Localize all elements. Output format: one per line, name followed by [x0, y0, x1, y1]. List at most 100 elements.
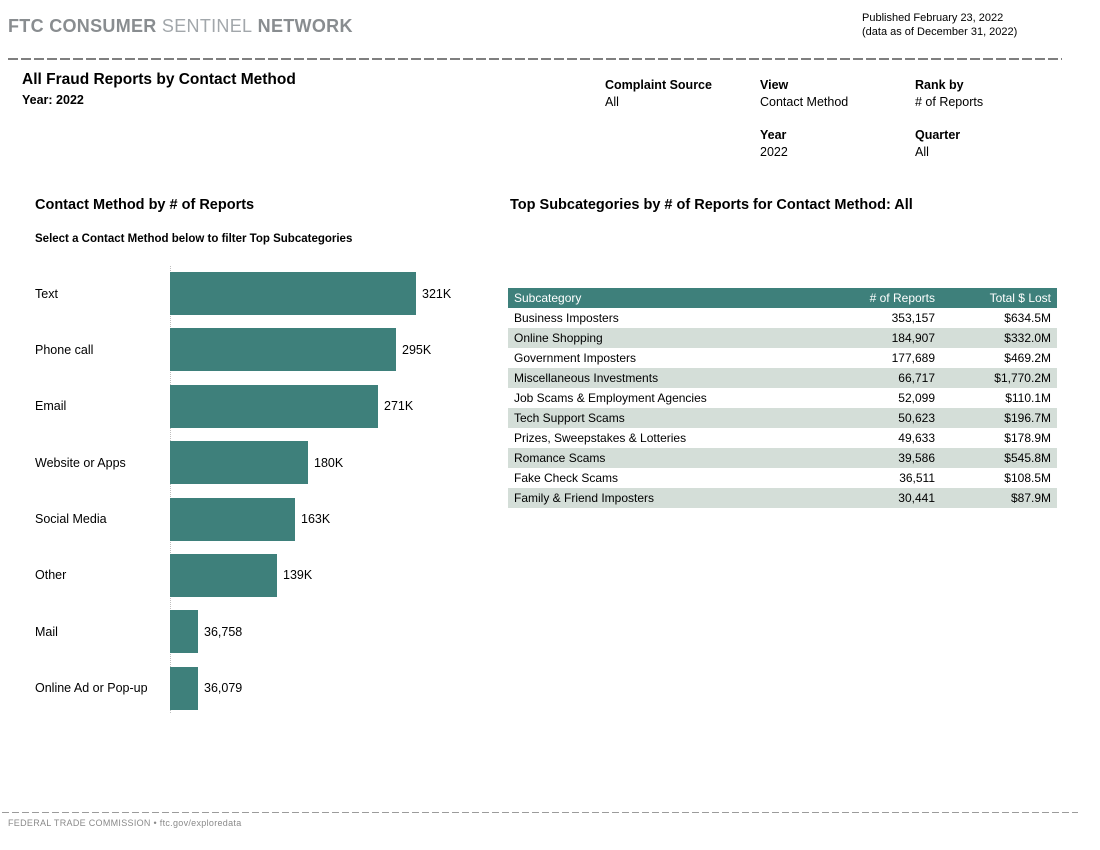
table-cell-total-lost: $332.0M — [1004, 331, 1051, 345]
table-cell-subcategory: Romance Scams — [514, 451, 606, 465]
page-title: All Fraud Reports by Contact Method — [22, 71, 296, 88]
bar-chart-title: Contact Method by # of Reports — [35, 197, 255, 213]
page-subtitle-year: Year: 2022 — [22, 93, 84, 107]
subcategory-table-title: Top Subcategories by # of Reports for Co… — [510, 197, 913, 213]
filter-rank-by-value[interactable]: # of Reports — [915, 95, 984, 109]
table-cell-reports: 39,586 — [898, 451, 935, 465]
table-row: Family & Friend Imposters 30,441 $87.9M — [508, 488, 1057, 508]
table-cell-subcategory: Fake Check Scams — [514, 471, 619, 485]
filter-quarter-label: Quarter — [915, 128, 961, 142]
table-cell-total-lost: $87.9M — [1010, 491, 1051, 505]
table-cell-reports: 30,441 — [898, 491, 935, 505]
contact-method-bar[interactable] — [170, 384, 378, 428]
table-cell-subcategory: Family & Friend Imposters — [514, 491, 655, 505]
table-row: Job Scams & Employment Agencies 52,099 $11… — [508, 388, 1057, 408]
filter-quarter-value[interactable]: All — [915, 145, 929, 159]
bar-value-label: 321K — [422, 286, 452, 301]
footer-divider — [2, 812, 1078, 813]
table-cell-reports: 36,511 — [899, 471, 935, 485]
bar-row: Email 271K — [35, 384, 451, 428]
bar-row: Social Media 163K — [35, 497, 451, 541]
table-cell-subcategory: Government Imposters — [514, 351, 637, 365]
bar-value-label: 180K — [314, 455, 344, 470]
table-cell-total-lost: $1,770.2M — [994, 371, 1051, 385]
contact-method-bar[interactable] — [170, 553, 277, 597]
brand-logo: FTC CONSUMER SENTINEL NETWORK — [8, 16, 353, 37]
published-date: Published February 23, 2022 — [862, 12, 1004, 24]
brand-part-network: NETWORK — [257, 16, 353, 36]
contact-method-bar[interactable] — [170, 328, 396, 372]
table-cell-total-lost: $196.7M — [1004, 411, 1051, 425]
table-header-subcategory: Subcategory — [514, 291, 582, 305]
table-cell-total-lost: $634.5M — [1004, 311, 1051, 325]
bar-value-label: 36,758 — [204, 624, 243, 639]
table-cell-total-lost: $545.8M — [1004, 451, 1051, 465]
table-cell-subcategory: Job Scams & Employment Agencies — [514, 391, 707, 405]
table-row: Fake Check Scams 36,511 $108.5M — [508, 468, 1057, 488]
bar-value-label: 295K — [402, 342, 432, 357]
bar-chart: Text 321K Phone call 295K Email 271K Website o… — [35, 272, 451, 710]
bar-row: Phone call 295K — [35, 328, 451, 372]
table-row: Business Imposters 353,157 $634.5M — [508, 308, 1057, 328]
filter-year-value[interactable]: 2022 — [760, 145, 788, 159]
table-row: Tech Support Scams 50,623 $196.7M — [508, 408, 1057, 428]
table-cell-total-lost: $178.9M — [1004, 431, 1051, 445]
filter-complaint-source-value[interactable]: All — [605, 95, 619, 109]
subcategory-table: Subcategory # of Reports Total $ Lost Busin… — [508, 288, 1057, 508]
table-cell-reports: 353,157 — [891, 311, 935, 325]
footer-attribution: FEDERAL TRADE COMMISSION • ftc.gov/explo… — [8, 818, 242, 828]
bar-category-label[interactable]: Social Media — [35, 512, 107, 527]
bar-row: Online Ad or Pop-up 36,079 — [35, 666, 451, 710]
contact-method-bar[interactable] — [170, 610, 198, 654]
table-row: Miscellaneous Investments 66,717 $1,770.2M — [508, 368, 1057, 388]
bar-value-label: 139K — [283, 568, 313, 583]
bar-category-label[interactable]: Mail — [35, 624, 58, 639]
bar-chart-instruction: Select a Contact Method below to filter … — [35, 233, 353, 245]
table-cell-total-lost: $110.1M — [1005, 391, 1051, 405]
table-cell-reports: 50,623 — [898, 411, 935, 425]
contact-method-bar[interactable] — [170, 272, 416, 315]
bar-value-label: 271K — [384, 399, 414, 414]
table-cell-reports: 49,633 — [898, 431, 935, 445]
table-cell-reports: 66,717 — [898, 371, 935, 385]
filter-complaint-source: Complaint Source All — [605, 78, 712, 109]
table-cell-subcategory: Miscellaneous Investments — [514, 371, 659, 385]
filter-complaint-source-label: Complaint Source — [605, 78, 712, 92]
bar-row: Mail 36,758 — [35, 610, 451, 654]
bar-value-label: 36,079 — [204, 681, 243, 696]
filter-year: Year 2022 — [760, 128, 788, 159]
data-as-of-date: (data as of December 31, 2022) — [862, 26, 1018, 38]
bar-category-label[interactable]: Online Ad or Pop-up — [35, 681, 148, 696]
bar-category-label[interactable]: Other — [35, 568, 67, 583]
filter-quarter: Quarter All — [915, 128, 960, 159]
contact-method-bar[interactable] — [170, 441, 308, 485]
filter-rank-by-label: Rank by — [915, 78, 964, 92]
contact-method-bar[interactable] — [170, 666, 198, 710]
published-info: Published February 23, 2022 (data as of … — [862, 11, 1017, 39]
table-cell-reports: 184,907 — [891, 331, 935, 345]
bar-category-label[interactable]: Phone call — [35, 342, 94, 357]
bar-value-label: 163K — [301, 512, 331, 527]
bar-row: Website or Apps 180K — [35, 441, 451, 485]
filter-view-value[interactable]: Contact Method — [760, 95, 849, 109]
table-header-reports: # of Reports — [869, 291, 935, 305]
table-row: Government Imposters 177,689 $469.2M — [508, 348, 1057, 368]
table-cell-subcategory: Prizes, Sweepstakes & Lotteries — [514, 431, 687, 445]
chart-axis-line — [170, 266, 171, 713]
table-cell-total-lost: $108.5M — [1004, 471, 1051, 485]
filter-view: View Contact Method — [760, 78, 848, 109]
table-cell-total-lost: $469.2M — [1004, 351, 1051, 365]
table-row: Online Shopping 184,907 $332.0M — [508, 328, 1057, 348]
bar-category-label[interactable]: Email — [35, 399, 67, 414]
table-row: Prizes, Sweepstakes & Lotteries 49,633 $17… — [508, 428, 1057, 448]
bar-category-label[interactable]: Text — [35, 286, 58, 301]
contact-method-bar[interactable] — [170, 497, 295, 541]
table-cell-subcategory: Online Shopping — [514, 331, 603, 345]
bar-category-label[interactable]: Website or Apps — [35, 455, 126, 470]
table-cell-reports: 52,099 — [898, 391, 935, 405]
table-header-total-lost: Total $ Lost — [989, 291, 1051, 305]
bar-row: Other 139K — [35, 553, 451, 597]
filter-rank-by: Rank by # of Reports — [915, 78, 983, 109]
table-cell-subcategory: Tech Support Scams — [514, 411, 625, 425]
